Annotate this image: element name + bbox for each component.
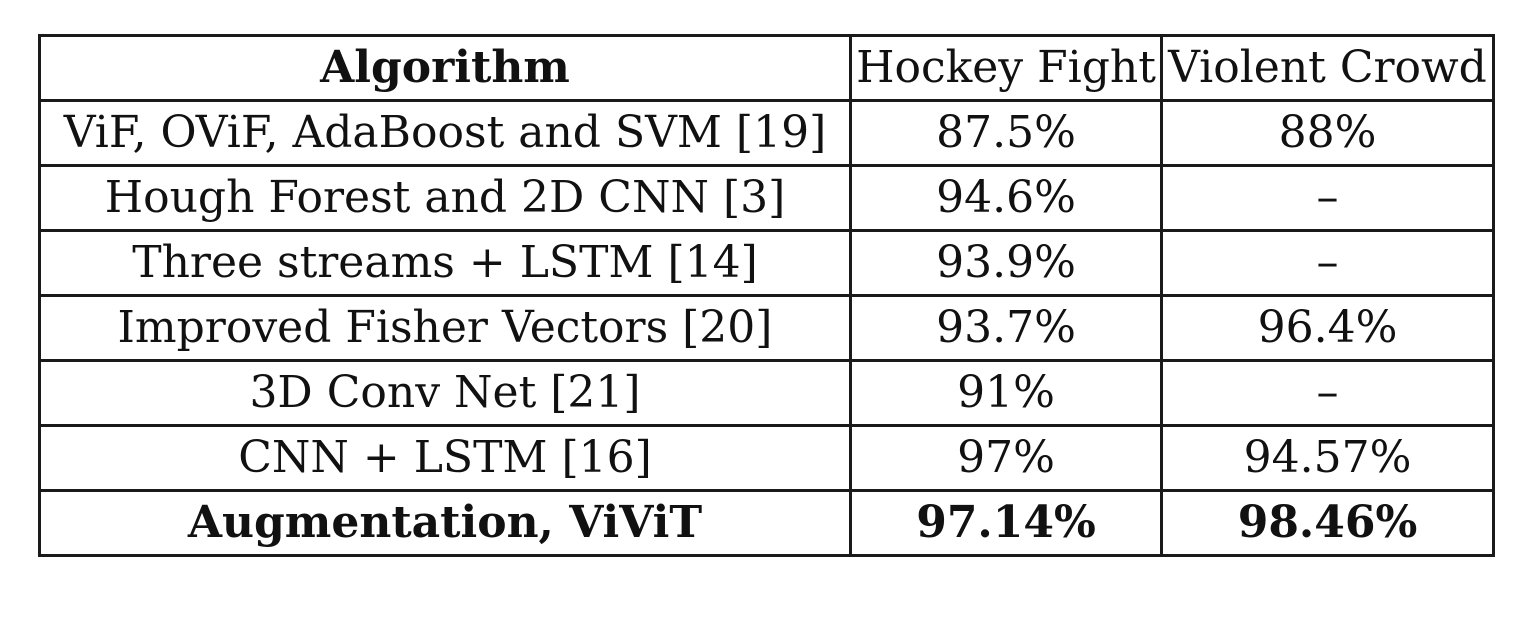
hockey-fight-cell: 87.5% xyxy=(849,99,1163,167)
results-table-container: Algorithm Hockey Fight Violent Crowd ViF… xyxy=(38,34,1495,557)
algorithm-cell: 3D Conv Net [21] xyxy=(38,359,852,427)
hockey-fight-cell: 97% xyxy=(849,424,1163,492)
results-table: Algorithm Hockey Fight Violent Crowd ViF… xyxy=(38,34,1495,557)
algorithm-cell: Three streams + LSTM [14] xyxy=(38,229,852,297)
algorithm-cell: Augmentation, ViViT xyxy=(38,489,852,557)
table-row: CNN + LSTM [16] 97% 94.57% xyxy=(38,424,1495,492)
violent-crowd-cell: 88% xyxy=(1160,99,1495,167)
table-row-best-result: Augmentation, ViViT 97.14% 98.46% xyxy=(38,489,1495,557)
hockey-fight-cell: 93.7% xyxy=(849,294,1163,362)
table-row: Three streams + LSTM [14] 93.9% – xyxy=(38,229,1495,297)
violent-crowd-cell: – xyxy=(1160,229,1495,297)
header-hockey-fight: Hockey Fight xyxy=(849,34,1163,102)
violent-crowd-cell: – xyxy=(1160,164,1495,232)
header-violent-crowd: Violent Crowd xyxy=(1160,34,1495,102)
table-row: Improved Fisher Vectors [20] 93.7% 96.4% xyxy=(38,294,1495,362)
algorithm-cell: ViF, OViF, AdaBoost and SVM [19] xyxy=(38,99,852,167)
table-row: 3D Conv Net [21] 91% – xyxy=(38,359,1495,427)
header-algorithm: Algorithm xyxy=(38,34,852,102)
violent-crowd-cell: 94.57% xyxy=(1160,424,1495,492)
violent-crowd-cell: – xyxy=(1160,359,1495,427)
hockey-fight-cell: 94.6% xyxy=(849,164,1163,232)
header-row: Algorithm Hockey Fight Violent Crowd xyxy=(38,34,1495,102)
hockey-fight-cell: 93.9% xyxy=(849,229,1163,297)
hockey-fight-cell: 97.14% xyxy=(849,489,1163,557)
hockey-fight-cell: 91% xyxy=(849,359,1163,427)
table-row: ViF, OViF, AdaBoost and SVM [19] 87.5% 8… xyxy=(38,99,1495,167)
violent-crowd-cell: 98.46% xyxy=(1160,489,1495,557)
table-row: Hough Forest and 2D CNN [3] 94.6% – xyxy=(38,164,1495,232)
violent-crowd-cell: 96.4% xyxy=(1160,294,1495,362)
algorithm-cell: Hough Forest and 2D CNN [3] xyxy=(38,164,852,232)
algorithm-cell: Improved Fisher Vectors [20] xyxy=(38,294,852,362)
algorithm-cell: CNN + LSTM [16] xyxy=(38,424,852,492)
